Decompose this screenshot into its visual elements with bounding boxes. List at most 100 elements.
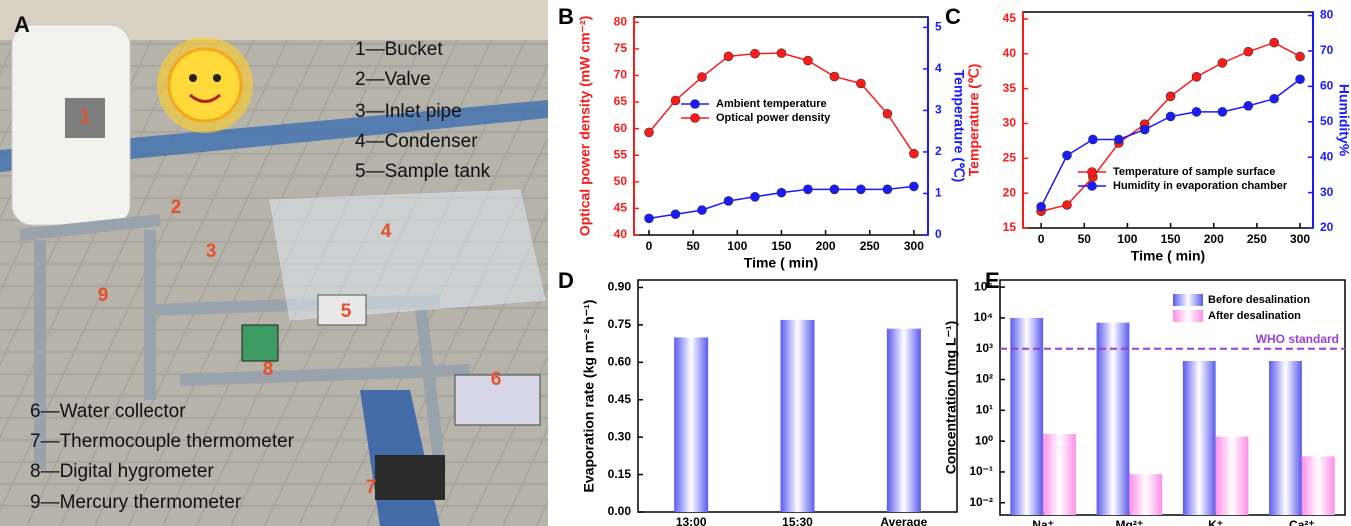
- x-tick-label: Mg²⁺: [1116, 518, 1144, 526]
- y-axis-label: Optical power density (mW cm⁻²): [577, 16, 593, 237]
- data-point: [1165, 91, 1176, 102]
- bar: [674, 337, 709, 512]
- x-tick-label: 150: [1161, 232, 1181, 246]
- photo-marker: 5: [341, 301, 352, 322]
- y-tick-label: 0.30: [608, 429, 632, 443]
- x-tick-label: 50: [686, 239, 700, 253]
- y-tick-label: 10³: [976, 341, 993, 355]
- reference-label: WHO standard: [1256, 332, 1339, 346]
- x-tick-label: 200: [816, 239, 836, 253]
- photo-stripe: [0, 100, 548, 172]
- data-point: [1295, 74, 1305, 85]
- photo-legend-item: 9—Mercury thermometer: [30, 492, 242, 513]
- photo-marker: 8: [263, 359, 274, 380]
- y-tick-label: 45: [614, 201, 628, 215]
- data-point: [1243, 46, 1254, 57]
- y-tick-label: 0.45: [608, 392, 632, 406]
- data-point: [1217, 107, 1228, 117]
- panel-label: B: [558, 4, 574, 29]
- bar: [1301, 456, 1335, 515]
- x-tick-label: Ca²⁺: [1289, 518, 1315, 526]
- x-tick-label: 200: [1204, 232, 1224, 246]
- photo-label-box: [65, 98, 105, 138]
- bar: [886, 328, 921, 512]
- data-point: [697, 205, 707, 215]
- data-point: [1062, 150, 1072, 161]
- legend-label: Ambient temperature: [716, 98, 827, 110]
- data-point: [670, 95, 681, 106]
- data-point: [856, 78, 866, 89]
- x-tick-label: 15:30: [782, 515, 813, 526]
- data-point: [803, 184, 813, 195]
- y-tick-label: 0.75: [608, 317, 632, 331]
- legend-swatch: [1173, 310, 1203, 322]
- legend-label: Optical power density: [716, 112, 831, 124]
- bar: [1269, 360, 1302, 515]
- bar: [1096, 322, 1130, 515]
- y-tick-label: 75: [614, 41, 628, 55]
- y-tick-label: 10⁴: [974, 310, 993, 324]
- x-tick-label: 50: [1078, 232, 1092, 246]
- x-tick-label: 300: [904, 239, 924, 253]
- y-tick-label: 10⁻²: [969, 495, 993, 509]
- photo-legend-item: 8—Digital hygrometer: [30, 461, 214, 482]
- x-tick-label: 250: [860, 239, 880, 253]
- y-tick-label: 0.90: [608, 280, 632, 294]
- bar: [1129, 474, 1163, 515]
- bar: [1010, 317, 1044, 515]
- data-point: [1295, 51, 1305, 62]
- bar: [780, 319, 815, 512]
- photo-sun: [157, 37, 253, 133]
- photo-marker: 1: [80, 107, 91, 128]
- x-tick-label: 0: [1038, 232, 1045, 246]
- legend-label: After desalination: [1208, 310, 1301, 322]
- x-tick-label: 150: [771, 239, 791, 253]
- y-tick-label: 3: [935, 103, 942, 117]
- data-point: [1269, 37, 1279, 48]
- x-tick-label: 300: [1290, 232, 1310, 246]
- photo-marker: 6: [491, 369, 502, 390]
- data-point: [909, 181, 919, 192]
- photo-marker: 7: [366, 477, 377, 498]
- legend-marker: [690, 99, 700, 109]
- bar: [1215, 436, 1249, 515]
- x-tick-label: Average: [880, 515, 927, 526]
- data-point: [776, 187, 787, 198]
- photo-marker: 9: [98, 285, 109, 306]
- data-point: [1269, 93, 1279, 104]
- y-tick-label: 55: [614, 147, 628, 161]
- photo-legend-item: 7—Thermocouple thermometer: [30, 431, 295, 452]
- y2-axis-label: Temperature (℃): [951, 70, 967, 183]
- y-tick-label: 4: [935, 61, 942, 75]
- photo: A: [0, 0, 548, 526]
- data-point: [644, 127, 654, 138]
- y-tick-label: 1: [935, 186, 942, 200]
- y-tick-label: 50: [614, 174, 628, 188]
- photo-marker: 4: [381, 221, 392, 242]
- x-tick-label: 13:00: [676, 515, 707, 526]
- y-axis-label: Temperature (℃): [966, 64, 982, 177]
- photo-legend-item: 5—Sample tank: [355, 161, 491, 182]
- data-point: [723, 196, 734, 206]
- y2-axis-label: Humidity%: [1336, 84, 1351, 157]
- data-point: [1088, 134, 1098, 145]
- photo-sample-tank: [317, 294, 367, 326]
- legend-label: Before desalination: [1208, 294, 1310, 306]
- data-point: [670, 209, 681, 220]
- panel-label: C: [945, 4, 961, 29]
- y-tick-label: 30: [1003, 116, 1017, 130]
- data-point: [882, 108, 893, 119]
- y-tick-label: 60: [1320, 79, 1334, 93]
- data-point: [1217, 58, 1228, 68]
- photo-collector: [454, 374, 541, 426]
- y-tick-label: 0: [935, 227, 942, 241]
- data-point: [1114, 134, 1124, 145]
- photo-legend-item: 1—Bucket: [355, 39, 443, 60]
- legend-label: Temperature of sample surface: [1113, 166, 1275, 178]
- x-tick-label: 0: [646, 239, 653, 253]
- y-tick-label: 20: [1320, 220, 1334, 234]
- panel-label: D: [558, 268, 574, 293]
- photo-legend-item: 6—Water collector: [30, 401, 186, 422]
- data-point: [776, 48, 787, 58]
- y-tick-label: 10¹: [976, 402, 993, 416]
